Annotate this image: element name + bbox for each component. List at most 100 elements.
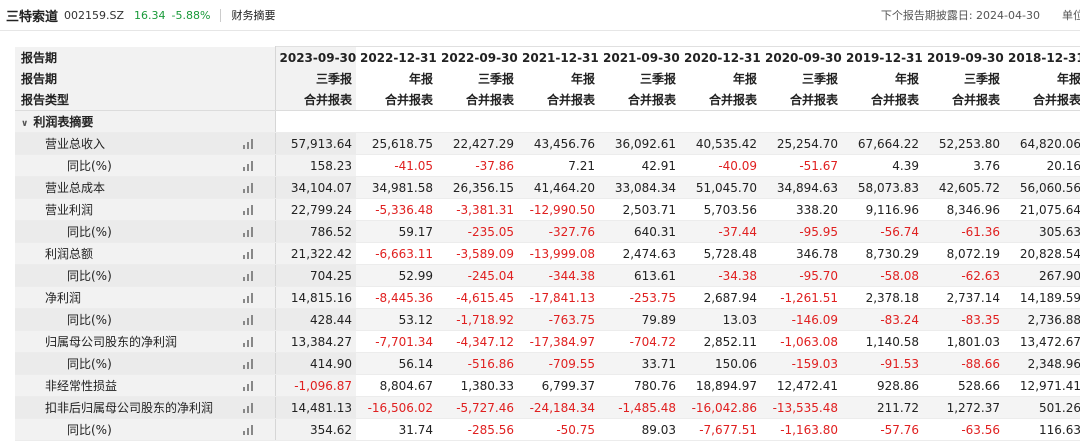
bar-chart-icon[interactable] (242, 425, 255, 435)
table-cell: 57,913.64 (275, 132, 356, 155)
bar-chart-icon[interactable] (242, 359, 255, 369)
row-label-text: 非经常性损益 (45, 379, 118, 393)
table-row[interactable]: 净利润 14,815.16 -8,445.36 -4,615.45 -17,841.13… (15, 286, 1080, 309)
financial-summary-table-container: 报告期 2023-09-30 2022-12-31 2022-09-30 202… (15, 46, 1080, 441)
row-label: 净利润 (15, 286, 276, 309)
header-row-report: 报告期 三季报 年报 三季报 年报 三季报 年报 三季报 年报 三季报 年报 (15, 68, 1080, 89)
table-row[interactable]: 同比(%) 786.52 59.17 -235.05 -327.76 640.31 -37.… (15, 220, 1080, 243)
chevron-down-icon[interactable]: ∨ (21, 119, 29, 129)
bar-chart-icon[interactable] (242, 183, 255, 193)
bar-chart-icon[interactable] (242, 293, 255, 303)
table-cell: -16,506.02 (356, 396, 437, 419)
stock-name[interactable]: 三特索道 (6, 9, 59, 25)
row-label: 同比(%) (15, 308, 276, 331)
row-label: 非经常性损益 (15, 374, 276, 397)
table-cell: -40.09 (680, 154, 761, 177)
table-cell: 21,322.42 (275, 242, 356, 265)
table-cell: 34,981.58 (356, 176, 437, 199)
table-cell: 4.39 (842, 154, 923, 177)
bar-chart-icon[interactable] (242, 271, 255, 281)
stock-price: 16.34 (134, 8, 166, 22)
table-cell: -5,336.48 (356, 198, 437, 221)
table-cell: -5,727.46 (437, 396, 518, 419)
column-report: 三季报 (275, 68, 356, 89)
bar-chart-icon[interactable] (242, 403, 255, 413)
column-date[interactable]: 2019-12-31 (842, 46, 923, 68)
table-cell: -62.63 (923, 264, 1004, 287)
table-cell: -37.44 (680, 220, 761, 243)
column-date[interactable]: 2020-09-30 (761, 46, 842, 68)
table-cell: -146.09 (761, 308, 842, 331)
table-cell: 13,384.27 (275, 330, 356, 353)
table-cell: 41,464.20 (518, 176, 599, 199)
stock-header: 三特索道 002159.SZ 16.34 -5.88% 财务摘要 下个报告期披露… (0, 0, 1080, 31)
table-cell: 8,346.96 (923, 198, 1004, 221)
table-cell: -1,718.92 (437, 308, 518, 331)
table-cell: 51,045.70 (680, 176, 761, 199)
header-row-period: 报告期 2023-09-30 2022-12-31 2022-09-30 202… (15, 46, 1080, 68)
table-cell: -3,381.31 (437, 198, 518, 221)
table-row[interactable]: 同比(%) 428.44 53.12 -1,718.92 -763.75 79.89 13.… (15, 308, 1080, 331)
table-cell: 56,060.56 (1004, 176, 1080, 199)
table-cell: -37.86 (437, 154, 518, 177)
table-row[interactable]: 归属母公司股东的净利润 13,384.27 -7,701.34 -4,347.12 -1… (15, 330, 1080, 353)
column-date[interactable]: 2021-12-31 (518, 46, 599, 68)
table-row[interactable]: 营业利润 22,799.24 -5,336.48 -3,381.31 -12,990.5… (15, 198, 1080, 221)
group-toggle[interactable]: ∨ 利润表摘要 (15, 110, 276, 133)
table-cell: -1,063.08 (761, 330, 842, 353)
table-row[interactable]: 营业总收入 57,913.64 25,618.75 22,427.29 43,456.7… (15, 132, 1080, 155)
column-report: 三季报 (963, 72, 1000, 86)
bar-chart-icon[interactable] (242, 161, 255, 171)
row-label: 利润总额 (15, 242, 276, 265)
section-title: 财务摘要 (231, 9, 276, 22)
column-date[interactable]: 2023-09-30 (275, 46, 356, 68)
table-cell: -61.36 (923, 220, 1004, 243)
column-type: 合并报表 (275, 89, 356, 111)
table-row[interactable]: 扣非后归属母公司股东的净利润 14,481.13 -16,506.02 -5,727.… (15, 396, 1080, 419)
table-cell: 501.26 (1004, 396, 1080, 419)
column-date[interactable]: 2019-09-30 (923, 46, 1004, 68)
bar-chart-icon[interactable] (242, 205, 255, 215)
column-date[interactable]: 2022-09-30 (437, 46, 518, 68)
table-cell: 780.76 (599, 374, 680, 397)
column-report: 年报 (570, 72, 595, 86)
table-cell: 25,254.70 (761, 132, 842, 155)
table-cell: 58,073.83 (842, 176, 923, 199)
table-row[interactable]: 同比(%) 414.90 56.14 -516.86 -709.55 33.71 150.0… (15, 352, 1080, 375)
bar-chart-icon[interactable] (242, 227, 255, 237)
table-cell: 1,801.03 (923, 330, 1004, 353)
group-row[interactable]: ∨ 利润表摘要 (15, 110, 1080, 133)
row-label-text: 同比(%) (67, 313, 112, 327)
stock-change: -5.88% (171, 8, 211, 22)
row-label-text: 利润总额 (45, 247, 94, 261)
column-date[interactable]: 2020-12-31 (680, 46, 761, 68)
table-row[interactable]: 同比(%) 704.25 52.99 -245.04 -344.38 613.61 -34.… (15, 264, 1080, 287)
bar-chart-icon[interactable] (242, 139, 255, 149)
group-label: 利润表摘要 (33, 115, 94, 129)
table-cell: -91.53 (842, 352, 923, 375)
row-label: 扣非后归属母公司股东的净利润 (15, 396, 276, 419)
table-row[interactable]: 营业总成本 34,104.07 34,981.58 26,356.15 41,464.2… (15, 176, 1080, 199)
bar-chart-icon[interactable] (242, 381, 255, 391)
table-cell: -83.24 (842, 308, 923, 331)
column-date[interactable]: 2022-12-31 (356, 46, 437, 68)
header-row-type: 报告类型 合并报表 合并报表 合并报表 合并报表 合并报表 合并报表 合并报表 … (15, 89, 1080, 111)
financial-summary-table: 报告期 2023-09-30 2022-12-31 2022-09-30 202… (15, 46, 1080, 441)
column-date[interactable]: 2018-12-31 (1004, 46, 1080, 68)
table-cell: 2,474.63 (599, 242, 680, 265)
column-date[interactable]: 2021-09-30 (599, 46, 680, 68)
table-row[interactable]: 同比(%) 158.23 -41.05 -37.86 7.21 42.91 -40.09 -5… (15, 154, 1080, 177)
table-cell: 2,687.94 (680, 286, 761, 309)
table-cell: 346.78 (761, 242, 842, 265)
table-row[interactable]: 非经常性损益 -1,096.87 8,804.67 1,380.33 6,799.37 7… (15, 374, 1080, 397)
table-cell: 79.89 (599, 308, 680, 331)
row-label-text: 营业利润 (45, 203, 94, 217)
report-type-label: 报告类型 (15, 89, 276, 111)
bar-chart-icon[interactable] (242, 337, 255, 347)
table-cell: 928.86 (842, 374, 923, 397)
table-row[interactable]: 利润总额 21,322.42 -6,663.11 -3,589.09 -13,999.0… (15, 242, 1080, 265)
bar-chart-icon[interactable] (242, 315, 255, 325)
bar-chart-icon[interactable] (242, 249, 255, 259)
row-label: 同比(%) (15, 154, 276, 177)
table-cell: -17,841.13 (518, 286, 599, 309)
